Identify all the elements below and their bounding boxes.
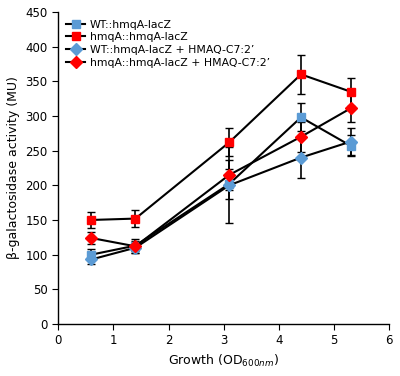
Legend: WT::hmqA-lacZ, hmqA::hmqA-lacZ, WT::hmqA-lacZ + HMAQ-C7:2’, hmqA::hmqA-lacZ + HM: WT::hmqA-lacZ, hmqA::hmqA-lacZ, WT::hmqA… — [64, 17, 272, 70]
Y-axis label: β-galactosidase activity (MU): β-galactosidase activity (MU) — [7, 77, 20, 259]
X-axis label: Growth (OD$_{600nm}$): Growth (OD$_{600nm}$) — [168, 353, 279, 369]
